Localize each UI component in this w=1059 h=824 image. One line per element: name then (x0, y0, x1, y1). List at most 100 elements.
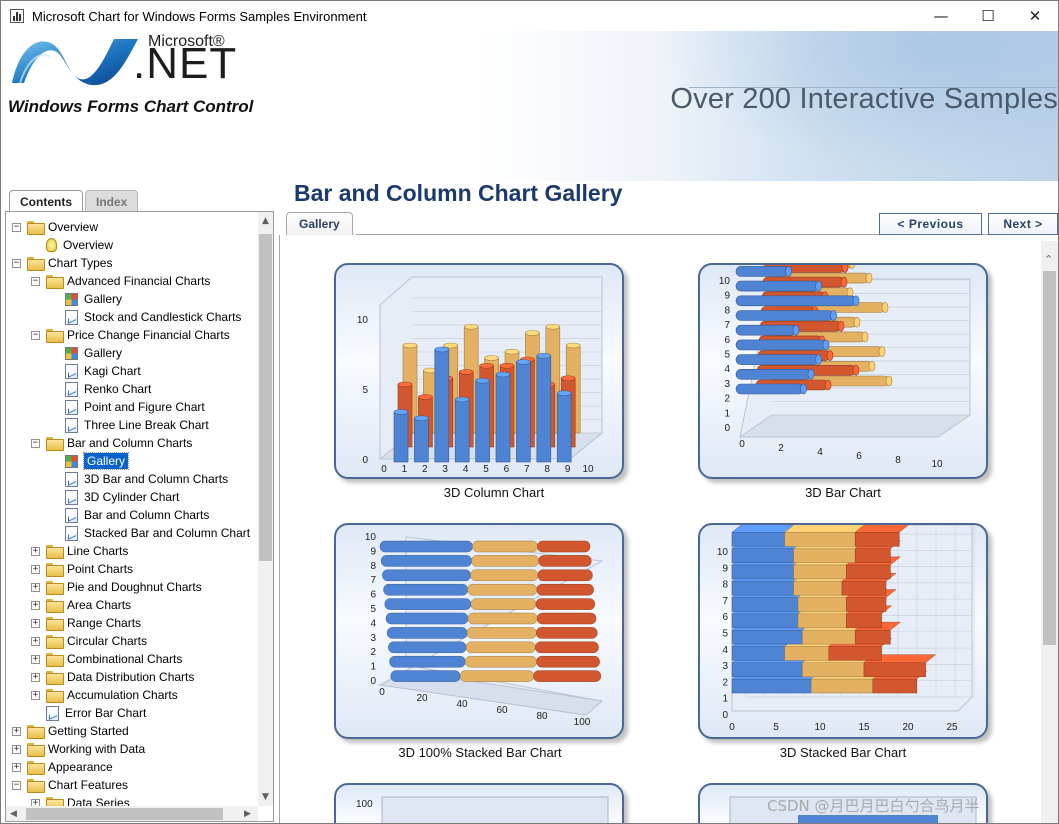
scroll-right-icon[interactable]: ▶ (244, 809, 251, 819)
tree-item[interactable]: + Getting Started (12, 722, 129, 740)
tree-horizontal-scroll-thumb[interactable] (26, 808, 223, 820)
tree-vertical-scroll-thumb[interactable] (259, 234, 272, 561)
column-tan-top (545, 323, 561, 330)
tree-item[interactable]: − Bar and Column Charts (31, 434, 192, 452)
gallery-icon (65, 454, 78, 468)
tree-item[interactable]: Three Line Break Chart (50, 416, 209, 434)
maximize-button[interactable]: ☐ (965, 1, 1011, 31)
y-tick-label: 10 (719, 276, 731, 287)
gallery-caption[interactable]: 3D Column Chart (443, 485, 545, 500)
collapse-icon[interactable]: − (31, 437, 40, 448)
gallery-card-3d-bar[interactable]: 10 9 8 7 6 5 4 3 2 1 0 0 2 4 6 8 10 (698, 243, 988, 479)
expand-icon[interactable]: + (31, 617, 40, 628)
y-tick-label: 2 (724, 394, 730, 405)
folder-icon (27, 760, 45, 775)
tree-item[interactable]: Renko Chart (50, 380, 151, 398)
expand-icon[interactable]: + (31, 689, 40, 700)
collapse-icon[interactable]: − (31, 329, 40, 340)
expand-icon[interactable]: + (31, 635, 40, 646)
tree-item[interactable]: + Range Charts (31, 614, 141, 632)
segment-blue (379, 540, 473, 553)
column-orange-top (479, 362, 494, 369)
expand-icon[interactable]: + (12, 743, 21, 754)
x-tick-label: 8 (895, 455, 901, 466)
banner-tagline: Over 200 Interactive Samples (670, 83, 1058, 115)
tab-gallery[interactable]: Gallery (286, 212, 353, 235)
x-tick-label: 15 (858, 722, 870, 733)
tree-item[interactable]: Stacked Bar and Column Chart (50, 524, 250, 542)
tree-item[interactable]: + Data Series (31, 794, 130, 806)
expand-icon[interactable]: + (31, 653, 40, 664)
gallery-card-3d-column[interactable]: 10 5 0 0 1 2 3 4 5 6 7 8 9 10 (334, 263, 624, 479)
collapse-icon[interactable]: − (12, 779, 21, 790)
tree-item[interactable]: + Line Charts (31, 542, 128, 560)
tree-item[interactable]: Bar and Column Charts (50, 506, 209, 524)
tree-item[interactable]: − Price Change Financial Charts (31, 326, 230, 344)
expand-icon[interactable]: + (12, 761, 21, 772)
segment-tan (464, 655, 537, 668)
minimize-icon: — (933, 7, 949, 25)
next-button[interactable]: Next > (988, 213, 1058, 235)
chart-page-icon (65, 525, 78, 541)
tree-item[interactable]: Stock and Candlestick Charts (50, 308, 241, 326)
gallery-card-partial-right[interactable] (698, 783, 988, 823)
tab-index[interactable]: Index (85, 190, 139, 212)
scroll-down-icon[interactable]: ▼ (262, 792, 269, 802)
close-button[interactable]: ✕ (1012, 1, 1058, 31)
tree-item[interactable]: Gallery (50, 452, 130, 470)
gallery-caption[interactable]: 3D Stacked Bar Chart (779, 745, 907, 760)
gallery-card-partial-left[interactable]: 100 (334, 783, 624, 823)
column-blue-top (434, 346, 450, 353)
expand-icon[interactable]: + (31, 599, 40, 610)
gallery-card-3d-100-stacked-bar[interactable]: 10 9 8 7 6 5 4 3 2 1 0 0 20 40 60 80 100 (334, 523, 624, 739)
segment-orange (537, 540, 591, 553)
tree-item[interactable]: + Area Charts (31, 596, 131, 614)
tree-item-label: Appearance (48, 760, 113, 774)
tree-item[interactable]: − Chart Types (12, 254, 112, 272)
tree-item[interactable]: + Working with Data (12, 740, 145, 758)
tree-item[interactable]: Kagi Chart (50, 362, 141, 380)
scroll-left-icon[interactable]: ◀ (10, 809, 17, 819)
tree-item[interactable]: Overview (31, 236, 113, 254)
expand-icon[interactable]: + (12, 725, 21, 736)
tree-item[interactable]: Error Bar Chart (31, 704, 146, 722)
tree-item[interactable]: Gallery (50, 344, 122, 362)
tree-item[interactable]: + Data Distribution Charts (31, 668, 194, 686)
tree-item[interactable]: Point and Figure Chart (50, 398, 205, 416)
tree-item[interactable]: + Point Charts (31, 560, 133, 578)
collapse-icon[interactable]: − (31, 275, 40, 286)
tree-item[interactable]: − Chart Features (12, 776, 128, 794)
tab-contents[interactable]: Contents (9, 190, 83, 213)
contents-tree[interactable]: − Overview Overview − Chart Types − Advanced F… (6, 212, 258, 806)
tree-item[interactable]: − Overview (12, 218, 98, 236)
tree-item[interactable]: + Circular Charts (31, 632, 147, 650)
tree-item[interactable]: − Advanced Financial Charts (31, 272, 210, 290)
tree-item[interactable]: + Pie and Doughnut Charts (31, 578, 202, 596)
expand-icon[interactable]: + (31, 563, 40, 574)
minimize-button[interactable]: — (918, 1, 964, 31)
y-tick-label: 4 (724, 364, 730, 375)
tree-item[interactable]: Gallery (50, 290, 122, 308)
expand-icon[interactable]: + (31, 671, 40, 682)
gallery-card-3d-stacked-bar[interactable]: 10 9 8 7 6 5 4 3 2 1 0 0 5 10 15 20 25 (698, 523, 988, 739)
tree-item[interactable]: + Appearance (12, 758, 113, 776)
tree-item[interactable]: + Combinational Charts (31, 650, 182, 668)
content-scroll-up-icon[interactable]: ⌃ (1044, 253, 1054, 266)
expand-icon[interactable]: + (31, 797, 40, 806)
y-tick-label: 6 (370, 590, 376, 601)
gallery-caption[interactable]: 3D Bar Chart (805, 485, 881, 500)
y-tick-label: 8 (724, 305, 730, 316)
tree-item[interactable]: + Accumulation Charts (31, 686, 178, 704)
previous-button[interactable]: < Previous (879, 213, 982, 235)
collapse-icon[interactable]: − (12, 221, 21, 232)
x-tick-label: 5 (773, 722, 779, 733)
gallery-caption[interactable]: 3D 100% Stacked Bar Chart (398, 745, 562, 760)
tree-item[interactable]: 3D Cylinder Chart (50, 488, 179, 506)
tree-item[interactable]: 3D Bar and Column Charts (50, 470, 228, 488)
expand-icon[interactable]: + (31, 581, 40, 592)
expand-icon[interactable]: + (31, 545, 40, 556)
title-bar[interactable]: Microsoft Chart for Windows Forms Sample… (1, 1, 1058, 31)
collapse-icon[interactable]: − (12, 257, 21, 268)
content-vertical-scroll-thumb[interactable] (1043, 271, 1056, 645)
scroll-up-icon[interactable]: ▲ (262, 216, 269, 226)
